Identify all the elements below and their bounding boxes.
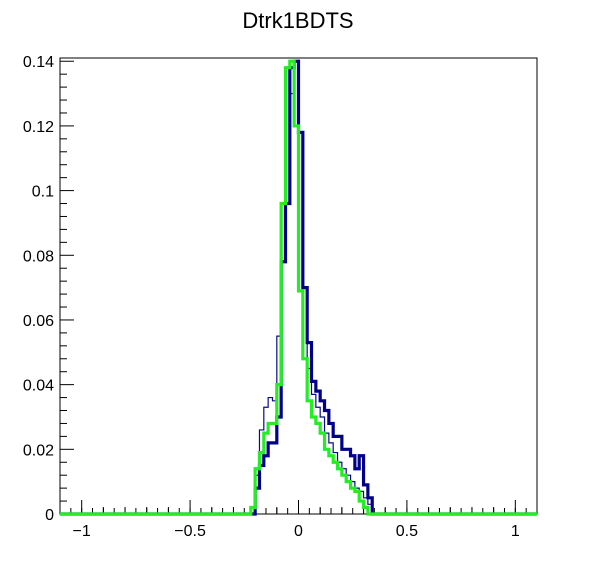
series-layer xyxy=(60,59,537,516)
x-tick-label: 0.5 xyxy=(396,523,418,540)
y-tick-label: 0.1 xyxy=(32,184,54,201)
plot-axes: −1 −0.5 0 0.5 1 0 0.02 0.04 0.06 0.08 0.1 0.12 0.14 xyxy=(23,54,538,540)
y-tick-label: 0.04 xyxy=(23,378,54,395)
chart-title: Dtrk1BDTS xyxy=(242,8,353,33)
y-tick-label: 0.02 xyxy=(23,442,54,459)
x-tick-label: −1 xyxy=(73,523,91,540)
x-tick-label: −0.5 xyxy=(174,523,206,540)
x-tick-label: 0 xyxy=(294,523,303,540)
x-tick-label: 1 xyxy=(511,523,520,540)
histogram-series-1 xyxy=(60,59,537,516)
histogram-series-2 xyxy=(60,59,537,516)
y-tick-label: 0.14 xyxy=(23,54,54,71)
y-tick-label: 0.12 xyxy=(23,119,54,136)
y-tick-label: 0.06 xyxy=(23,313,54,330)
y-tick-label: 0 xyxy=(45,507,54,524)
y-tick-label: 0.08 xyxy=(23,248,54,265)
